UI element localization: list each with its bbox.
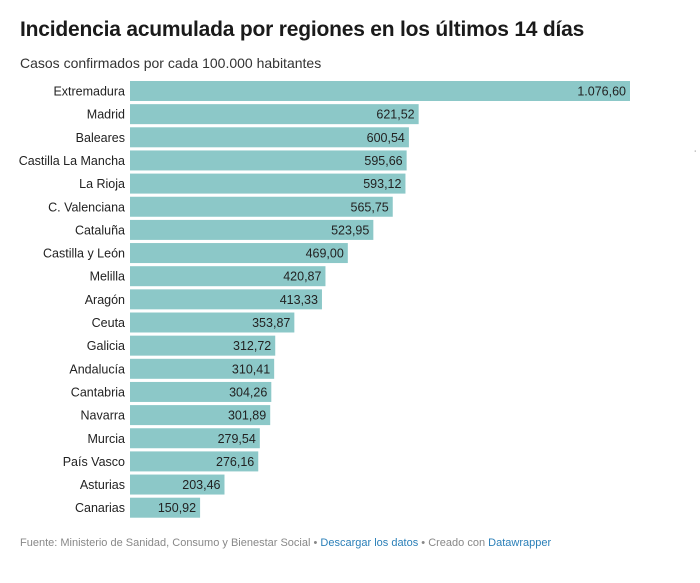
value-label-15: 279,54	[218, 432, 256, 446]
category-label-0: Extremadura	[53, 85, 125, 99]
category-label-13: Cantabria	[71, 385, 125, 399]
bar-18	[130, 497, 201, 518]
category-label-6: Cataluña	[75, 223, 125, 237]
value-label-0: 1.076,60	[577, 85, 626, 99]
value-label-17: 203,46	[182, 478, 220, 492]
bar-17	[130, 474, 225, 495]
bar-1	[130, 104, 419, 125]
footer-separator: •	[310, 537, 321, 549]
bar-9	[130, 289, 322, 310]
value-label-6: 523,95	[331, 223, 369, 237]
category-label-17: Asturias	[80, 478, 125, 492]
bar-3	[130, 150, 407, 171]
value-label-2: 600,54	[367, 131, 405, 145]
category-label-3: Castilla La Mancha	[19, 154, 125, 168]
value-label-18: 150,92	[158, 501, 196, 515]
bar-14	[130, 405, 271, 426]
value-label-5: 565,75	[351, 200, 389, 214]
bar-0	[130, 81, 630, 101]
category-label-7: Castilla y León	[43, 247, 125, 261]
chart-subtitle: Casos confirmados por cada 100.000 habit…	[20, 55, 322, 71]
bar-10	[130, 312, 295, 333]
bar-15	[130, 428, 260, 449]
bar-chart: Extremadura 1.076,60 Madrid 621,52 Baleares 6…	[19, 81, 630, 518]
category-label-14: Navarra	[81, 409, 126, 423]
bar-16	[130, 451, 259, 472]
value-label-12: 310,41	[232, 362, 270, 376]
value-label-8: 420,87	[283, 270, 321, 284]
category-label-11: Galicia	[87, 339, 125, 353]
bar-4	[130, 173, 406, 194]
bar-8	[130, 266, 326, 287]
value-label-1: 621,52	[376, 108, 414, 122]
category-label-8: Melilla	[90, 270, 125, 284]
bar-11	[130, 335, 276, 356]
bar-6	[130, 219, 374, 240]
category-label-10: Ceuta	[92, 316, 125, 330]
chart-title: Incidencia acumulada por regiones en los…	[20, 18, 585, 41]
value-label-7: 469,00	[306, 247, 344, 261]
value-label-14: 301,89	[228, 409, 266, 423]
source-text: Fuente: Ministerio de Sanidad, Consumo y…	[20, 537, 311, 549]
category-label-4: La Rioja	[79, 177, 125, 191]
category-label-2: Baleares	[76, 131, 125, 145]
chart-footer: Fuente: Ministerio de Sanidad, Consumo y…	[20, 537, 551, 549]
bar-2	[130, 127, 409, 148]
value-label-9: 413,33	[280, 293, 318, 307]
bar-12	[130, 358, 275, 379]
value-label-16: 276,16	[216, 455, 254, 469]
value-label-13: 304,26	[229, 385, 267, 399]
bar-5	[130, 196, 393, 217]
category-label-16: País Vasco	[63, 455, 125, 469]
category-label-15: Murcia	[87, 432, 125, 446]
category-label-1: Madrid	[87, 108, 125, 122]
footer-separator: •	[418, 537, 429, 549]
datawrapper-link[interactable]: Datawrapper	[488, 537, 552, 549]
created-with-text: Creado con	[428, 537, 489, 549]
category-label-12: Andalucía	[69, 362, 125, 376]
value-label-3: 595,66	[364, 154, 402, 168]
category-label-9: Aragón	[85, 293, 125, 307]
bar-7	[130, 243, 348, 264]
download-data-link[interactable]: Descargar los datos	[320, 537, 419, 549]
value-label-10: 353,87	[252, 316, 290, 330]
value-label-11: 312,72	[233, 339, 271, 353]
value-label-4: 593,12	[363, 177, 401, 191]
category-label-5: C. Valenciana	[48, 200, 125, 214]
edge-tick: ˙	[694, 150, 698, 161]
category-label-18: Canarias	[75, 501, 125, 515]
bar-13	[130, 381, 272, 402]
